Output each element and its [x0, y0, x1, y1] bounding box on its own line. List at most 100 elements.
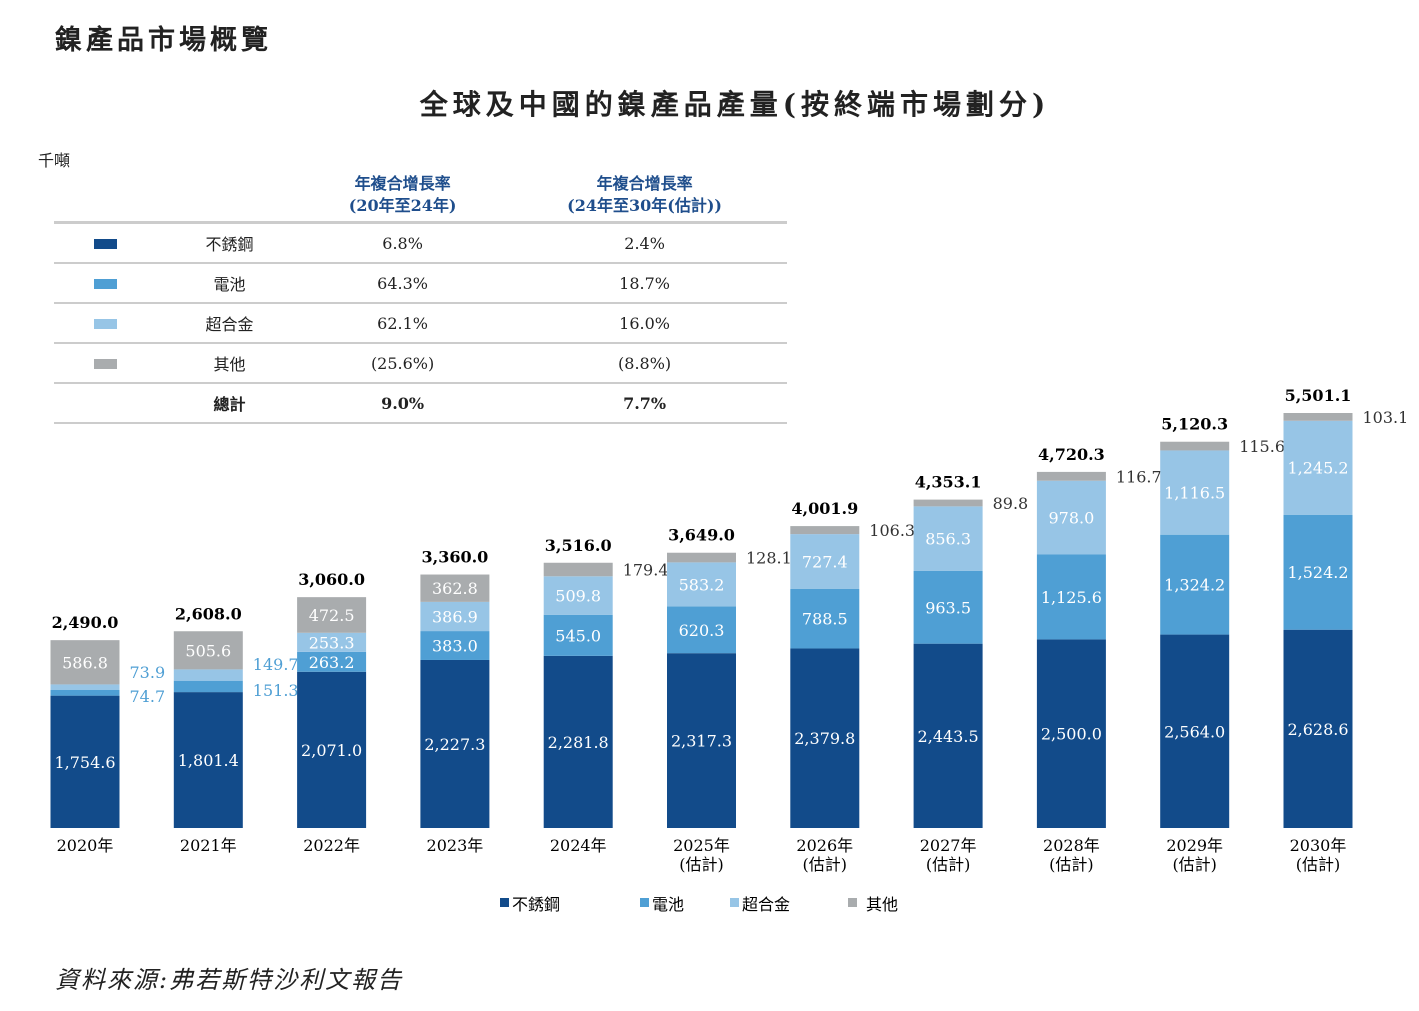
bar-segment	[1283, 413, 1353, 421]
cagr-table: 年複合增長率 (20年至24年) 年複合增長率 (24年至30年(估計)) 不銹…	[54, 172, 787, 424]
bar-segment	[790, 648, 860, 828]
legend-label: 其他	[866, 895, 898, 914]
data-label: 583.2	[679, 575, 725, 594]
x-tick-label: 2022年	[303, 836, 360, 855]
legend-swatch	[54, 303, 156, 344]
total-label: 4,720.3	[1038, 445, 1105, 464]
data-label: 2,227.3	[424, 735, 485, 754]
row-label: 其他	[156, 343, 303, 384]
cagr-2020-2024: 62.1%	[303, 303, 503, 344]
bar-segment	[297, 671, 367, 828]
data-label: 2,071.0	[301, 741, 362, 760]
total-label: 5,120.3	[1161, 415, 1228, 434]
data-label: 505.6	[185, 641, 231, 660]
bar-segment	[543, 562, 613, 577]
legend-swatch	[54, 263, 156, 304]
legend-swatch	[848, 898, 857, 907]
unit-label: 千噸	[38, 151, 71, 170]
data-label: 362.8	[432, 579, 478, 598]
bar-segment	[173, 680, 243, 693]
data-label: 2,500.0	[1041, 725, 1102, 744]
bar-segment	[420, 631, 490, 660]
data-label: 383.0	[432, 637, 478, 656]
bar-segment	[667, 562, 736, 607]
x-tick-label: 2026年	[796, 836, 853, 855]
cagr-row: 超合金 62.1% 16.0%	[54, 303, 787, 344]
row-label: 電池	[156, 263, 303, 304]
legend-swatch	[54, 343, 156, 384]
data-label: 151.3	[253, 681, 299, 700]
cagr-2020-2024: (25.6%)	[303, 343, 503, 384]
data-label: 2,379.8	[794, 729, 855, 748]
data-label: 73.9	[130, 663, 166, 682]
total-label: 4,001.9	[791, 499, 858, 518]
bar-segment	[50, 695, 120, 828]
total-label: 3,649.0	[668, 526, 735, 545]
bar-segment	[790, 534, 860, 589]
data-label: 103.1	[1363, 408, 1409, 427]
data-label: 1,324.2	[1164, 576, 1225, 595]
data-label: 788.5	[802, 610, 848, 629]
bar-segment	[1036, 554, 1106, 640]
data-label: 1,754.6	[54, 753, 115, 772]
data-label: 1,245.2	[1287, 459, 1348, 478]
cagr-2024-2030: (8.8%)	[502, 343, 787, 384]
data-label: 1,116.5	[1164, 484, 1225, 503]
data-label: 586.8	[62, 653, 108, 672]
data-label: 179.4	[623, 561, 669, 580]
data-label: 2,443.5	[918, 727, 979, 746]
x-tick-label: 2020年	[57, 836, 114, 855]
x-tick-label: (估計)	[1172, 855, 1217, 874]
data-label: 1,801.4	[178, 751, 239, 770]
cagr-2020-2024: 6.8%	[303, 222, 503, 264]
cagr-2024-2030: 16.0%	[502, 303, 787, 344]
bar-segment	[913, 499, 983, 507]
x-tick-label: (估計)	[803, 855, 848, 874]
data-label: 2,628.6	[1287, 720, 1348, 739]
cagr-row: 其他 (25.6%) (8.8%)	[54, 343, 787, 384]
data-label: 263.2	[309, 653, 355, 672]
data-label: 509.8	[555, 587, 601, 606]
bar-segment	[297, 651, 367, 672]
total-label: 3,516.0	[545, 536, 612, 555]
total-label: 5,501.1	[1285, 386, 1352, 405]
bar-segment	[1036, 480, 1106, 555]
cagr-header-2: 年複合增長率 (24年至30年(估計))	[502, 172, 787, 224]
bar-segment	[50, 689, 120, 696]
x-tick-label: (估計)	[1296, 855, 1341, 874]
row-label: 總計	[156, 383, 303, 424]
x-tick-label: 2021年	[180, 836, 237, 855]
bar-segment	[790, 588, 860, 649]
bar-segment	[1160, 450, 1230, 535]
cagr-2024-2030: 7.7%	[502, 383, 787, 424]
row-label: 超合金	[156, 303, 303, 344]
chart-title: 全球及中國的鎳產品產量(按終端市場劃分)	[419, 88, 1051, 121]
cagr-2020-2024: 64.3%	[303, 263, 503, 304]
x-tick-label: 2029年	[1166, 836, 1223, 855]
source-note: 資料來源:弗若斯特沙利文報告	[55, 966, 404, 994]
legend-label: 不銹鋼	[512, 895, 560, 914]
data-label: 1,524.2	[1287, 563, 1348, 582]
x-tick-label: (估計)	[1049, 855, 1094, 874]
bar-segment	[667, 606, 736, 654]
data-label: 89.8	[993, 494, 1029, 513]
x-tick-label: 2023年	[427, 836, 484, 855]
section-title: 鎳產品市場概覽	[55, 25, 272, 56]
legend-swatch	[54, 383, 156, 424]
x-tick-label: 2028年	[1043, 836, 1100, 855]
data-label: 963.5	[925, 598, 971, 617]
bar-segment	[1160, 634, 1230, 828]
total-label: 3,360.0	[421, 548, 488, 567]
bar-segment	[1160, 534, 1230, 635]
cagr-header-1: 年複合增長率 (20年至24年)	[303, 172, 503, 224]
bar-segment	[1160, 441, 1230, 451]
bar-segment	[1036, 471, 1106, 481]
bar-segment	[790, 526, 860, 535]
bar-segment	[543, 655, 613, 828]
row-label: 不銹鋼	[156, 222, 303, 264]
legend-swatch	[640, 898, 649, 907]
total-label: 4,353.1	[915, 473, 982, 492]
bar-segment	[173, 692, 243, 828]
data-label: 253.3	[309, 633, 355, 652]
